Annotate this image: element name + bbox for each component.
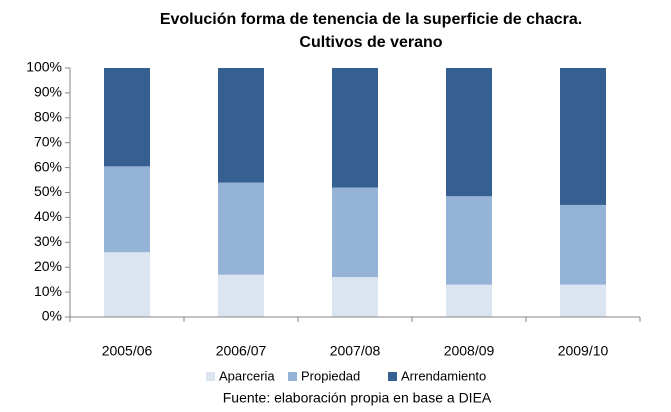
- source-note: Fuente: elaboración propia en base a DIE…: [223, 390, 492, 406]
- y-tick-label: 10%: [34, 283, 62, 299]
- bar-segment: [332, 277, 378, 317]
- bar-segment: [332, 187, 378, 278]
- y-tick-label: 70%: [34, 133, 62, 149]
- legend-swatch: [388, 372, 397, 381]
- y-tick-label: 80%: [34, 109, 62, 125]
- bar-segment: [218, 68, 264, 183]
- y-tick-label: 20%: [34, 258, 62, 274]
- bar-segment: [104, 68, 150, 167]
- y-tick-label: 30%: [34, 233, 62, 249]
- y-tick-label: 0%: [42, 308, 62, 324]
- bar-segment: [560, 284, 606, 317]
- bar-segment: [218, 274, 264, 317]
- bar-segment: [560, 204, 606, 285]
- bar-segment: [104, 252, 150, 317]
- y-tick-label: 100%: [26, 59, 62, 75]
- bar-segment: [446, 284, 492, 317]
- x-tick-label: 2006/07: [216, 343, 267, 359]
- y-tick-label: 60%: [34, 158, 62, 174]
- bar-segment: [446, 196, 492, 285]
- chart-title: Evolución forma de tenencia de la superf…: [160, 11, 582, 28]
- legend-swatch: [206, 372, 215, 381]
- bar-segment: [332, 68, 378, 188]
- x-tick-label: 2008/09: [444, 343, 495, 359]
- bar-segment: [104, 166, 150, 253]
- y-tick-label: 40%: [34, 208, 62, 224]
- x-tick-label: 2005/06: [102, 343, 153, 359]
- bar-segment: [560, 68, 606, 205]
- legend-label: Arrendamiento: [401, 368, 486, 383]
- legend-label: Propiedad: [301, 368, 360, 383]
- y-tick-label: 50%: [34, 183, 62, 199]
- chart-title: Cultivos de verano: [299, 34, 442, 51]
- legend-swatch: [288, 372, 297, 381]
- bar-segment: [218, 182, 264, 275]
- legend-label: Aparceria: [219, 368, 275, 383]
- x-tick-label: 2009/10: [558, 343, 609, 359]
- bar-segment: [446, 68, 492, 197]
- x-tick-label: 2007/08: [330, 343, 381, 359]
- y-tick-label: 90%: [34, 84, 62, 100]
